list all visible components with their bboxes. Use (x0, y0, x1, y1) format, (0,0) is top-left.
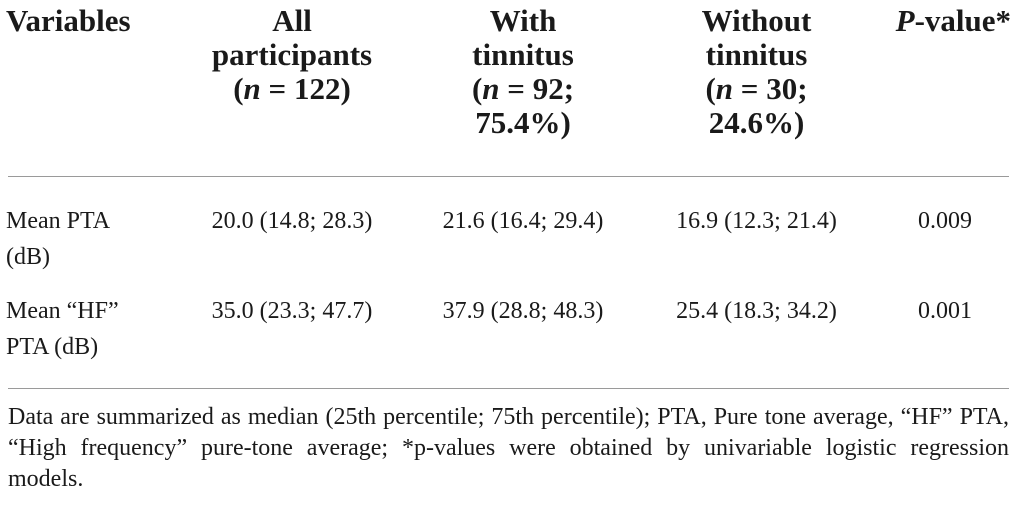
table-row-mean-pta: Mean PTA (dB) 20.0 (14.8; 28.3) 21.6 (16… (0, 203, 1017, 293)
row-label: Mean “HF” PTA (dB) (6, 298, 119, 360)
cell-all: 20.0 (14.8; 28.3) (211, 208, 373, 234)
header-variables: Variables (6, 3, 131, 38)
body-divider (8, 388, 1009, 389)
cell-p: 0.009 (918, 208, 972, 234)
header-p-value: P-value* (895, 3, 1011, 38)
table-row (0, 176, 1017, 203)
row-label: Mean PTA (dB) (6, 208, 111, 270)
header-all-participants: All participants (n = 122) (211, 3, 373, 106)
header-divider (8, 176, 1009, 177)
cell-without: 16.9 (12.3; 21.4) (676, 208, 837, 234)
cell-without: 25.4 (18.3; 34.2) (676, 298, 837, 324)
table-row-mean-hf-pta: Mean “HF” PTA (dB) 35.0 (23.3; 47.7) 37.… (0, 293, 1017, 383)
header-row: Variables All participants (n = 122) Wit… (0, 0, 1017, 176)
header-with-tinnitus: With tinnitus (n = 92; 75.4%) (471, 3, 575, 140)
cell-all: 35.0 (23.3; 47.7) (211, 298, 373, 324)
results-table: Variables All participants (n = 122) Wit… (0, 0, 1017, 383)
cell-with: 21.6 (16.4; 29.4) (442, 208, 604, 234)
table-footnote: Data are summarized as median (25th perc… (8, 404, 1009, 492)
cell-p: 0.001 (918, 298, 972, 324)
cell-with: 37.9 (28.8; 48.3) (442, 298, 604, 324)
header-without-tinnitus: Without tinnitus (n = 30; 24.6%) (701, 3, 812, 140)
